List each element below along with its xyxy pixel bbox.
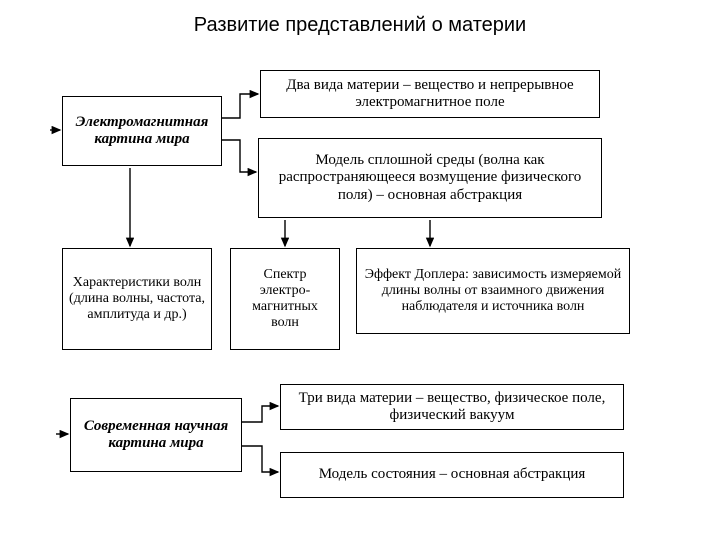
node-continuous-model: Модель сплошной среды (волна как распрос… <box>258 138 602 218</box>
arrow <box>242 406 278 422</box>
node-doppler: Эффект Доплера: зависимость измеряемой д… <box>356 248 630 334</box>
node-three-kinds: Три вида материи – вещество, физическое … <box>280 384 624 430</box>
arrow <box>222 140 256 172</box>
node-two-kinds: Два вида материи – вещество и непрерывно… <box>260 70 600 118</box>
arrow <box>242 446 278 472</box>
node-modern-world: Современная научная картина мира <box>70 398 242 472</box>
node-spectrum: Спектр электро-магнитных волн <box>230 248 340 350</box>
diagram-title: Развитие представлений о материи <box>0 14 720 37</box>
arrow <box>222 94 258 118</box>
node-state-model: Модель состояния – основная абстракция <box>280 452 624 498</box>
node-em-world: Электромагнитная картина мира <box>62 96 222 166</box>
node-wave-char: Характеристики волн(длина волны, частота… <box>62 248 212 350</box>
